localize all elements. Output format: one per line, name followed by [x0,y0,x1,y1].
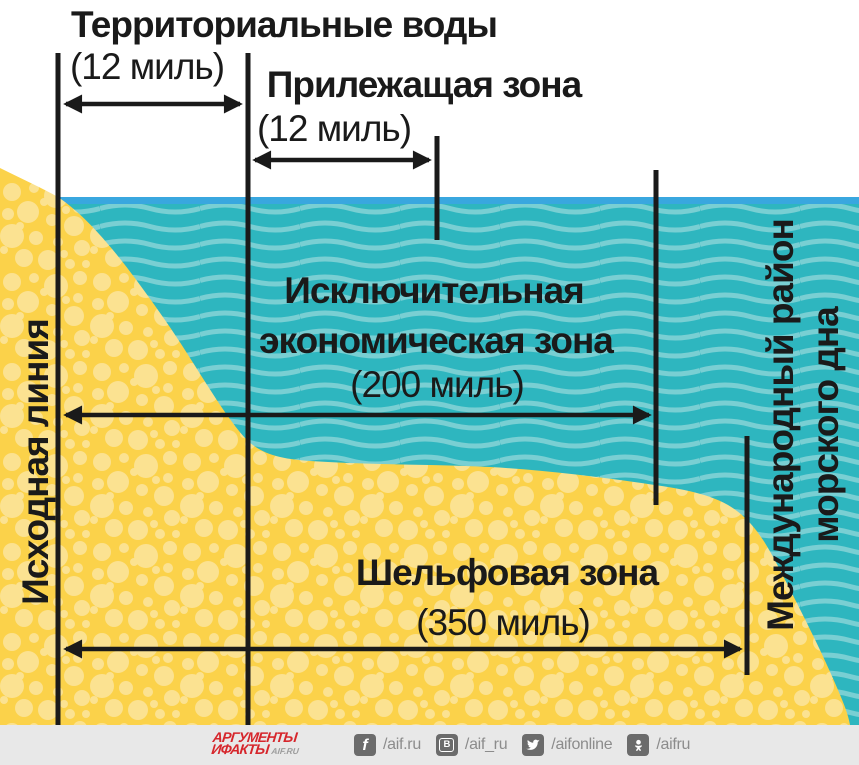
seabed-area-label-line1: Международный район [760,219,801,631]
aif-logo[interactable]: АРГУМЕНТЫ ИФАКТЫAIF.RU [210,729,301,757]
territorial-waters-distance: (12 миль) [69,46,225,87]
eez-label-line1: Исключительная [284,270,585,311]
twitter-icon [522,734,545,756]
social-item-odnoklassniki[interactable]: /aifru [627,734,690,756]
seabed-landmass [0,168,850,725]
contiguous-zone-label: Прилежащая зона [266,64,582,105]
vkontakte-handle: /aif_ru [464,736,508,753]
eez-label-line2: экономическая зона [259,320,614,361]
shelf-zone-distance: (350 миль) [416,602,591,643]
sea-surface-line [0,197,859,204]
seabed-area-label-line2: морского дна [805,307,846,543]
twitter-handle: /aifonline [551,736,613,753]
odnoklassniki-icon [627,734,650,756]
vkontakte-icon: B [435,734,458,756]
baseline-label: Исходная линия [15,319,56,605]
social-item-vkontakte[interactable]: B /aif_ru [435,734,508,756]
social-links: f /aif.ru B /aif_ru /aifonline [354,734,690,756]
social-item-facebook[interactable]: f /aif.ru [354,734,421,756]
facebook-handle: /aif.ru [383,736,421,753]
territorial-waters-label: Территориальные воды [71,4,498,45]
odnoklassniki-handle: /aifru [656,736,691,753]
logo-suffix: AIF.RU [270,746,300,756]
footer-bar: АРГУМЕНТЫ ИФАКТЫAIF.RU f /aif.ru B /aif_… [0,725,859,765]
facebook-icon: f [354,734,376,756]
social-item-twitter[interactable]: /aifonline [522,734,613,756]
logo-line2: ИФАКТЫ [210,741,270,757]
contiguous-zone-distance: (12 миль) [256,108,412,149]
sea-zones-scene [0,53,859,725]
eez-distance: (200 миль) [350,364,525,405]
shelf-zone-label: Шельфовая зона [355,552,659,593]
